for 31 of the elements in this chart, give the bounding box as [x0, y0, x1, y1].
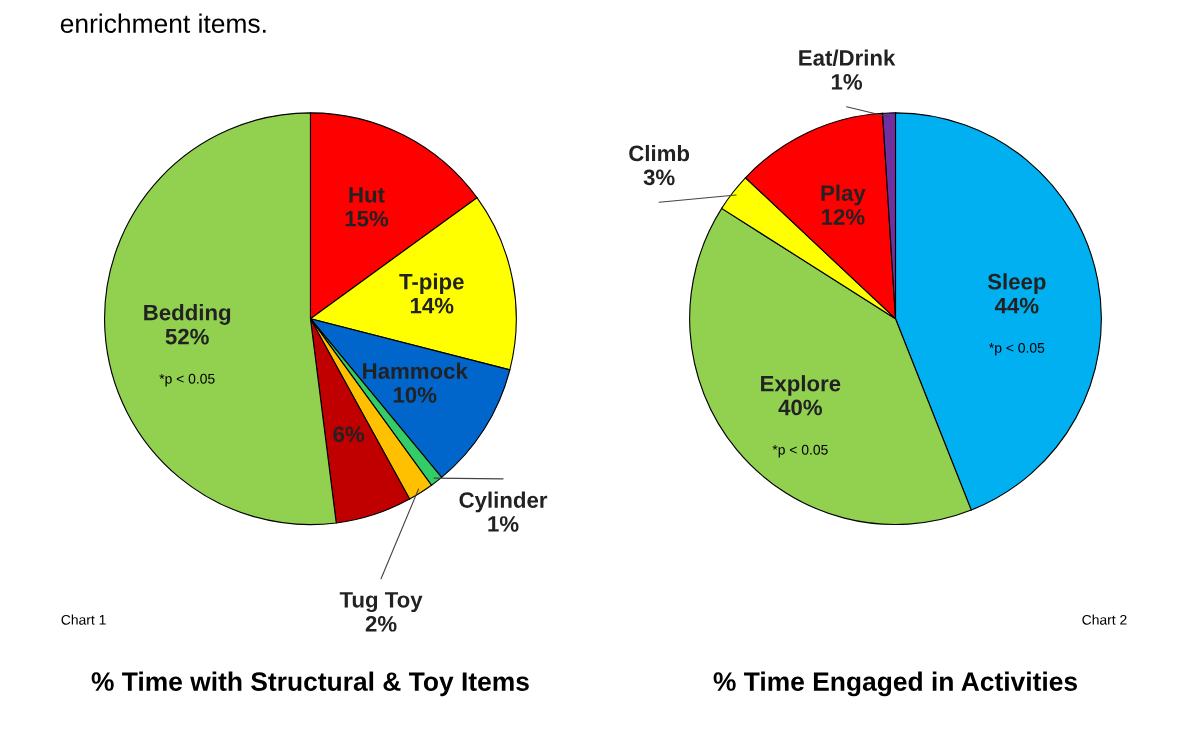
slice-label: Eat/Drink — [799, 49, 896, 66]
slice-label: T-pipe — [399, 273, 464, 294]
slice-label: Tug Toy — [339, 592, 423, 613]
slice-label: Hut — [349, 187, 385, 203]
slice-label: Climb — [629, 144, 690, 162]
data-label: 3% — [643, 169, 675, 186]
text: *p < 0.05 — [159, 373, 215, 387]
data-label: 10% — [393, 387, 437, 403]
data-label: 15% — [345, 210, 389, 227]
text: % Time with Structural & Toy Items — [91, 671, 529, 697]
data-label: 1% — [488, 516, 519, 532]
data-label: 44% — [994, 297, 1039, 314]
slice-label: Explore — [761, 375, 841, 396]
data-label: 6% — [333, 426, 365, 443]
data-label: 2% — [365, 615, 397, 632]
text: % Time Engaged in Activities — [713, 671, 1077, 697]
data-label: 40% — [778, 399, 822, 416]
slice-label: Hammock — [363, 362, 468, 379]
text: enrichment items. — [60, 13, 266, 33]
slice-label: Bedding — [144, 304, 231, 325]
text: *p < 0.05 — [772, 444, 828, 458]
data-label: 1% — [831, 74, 863, 90]
data-label: 12% — [822, 209, 865, 225]
data-label: 52% — [165, 328, 209, 345]
text: *p < 0.05 — [989, 342, 1045, 356]
data-label: 14% — [410, 297, 454, 314]
slice-label: Play — [821, 184, 866, 206]
slice-label: Sleep — [987, 273, 1046, 294]
caption: Chart 1 — [61, 614, 106, 625]
slice-label: Cylinder — [459, 491, 548, 513]
caption: Chart 2 — [1082, 614, 1127, 625]
